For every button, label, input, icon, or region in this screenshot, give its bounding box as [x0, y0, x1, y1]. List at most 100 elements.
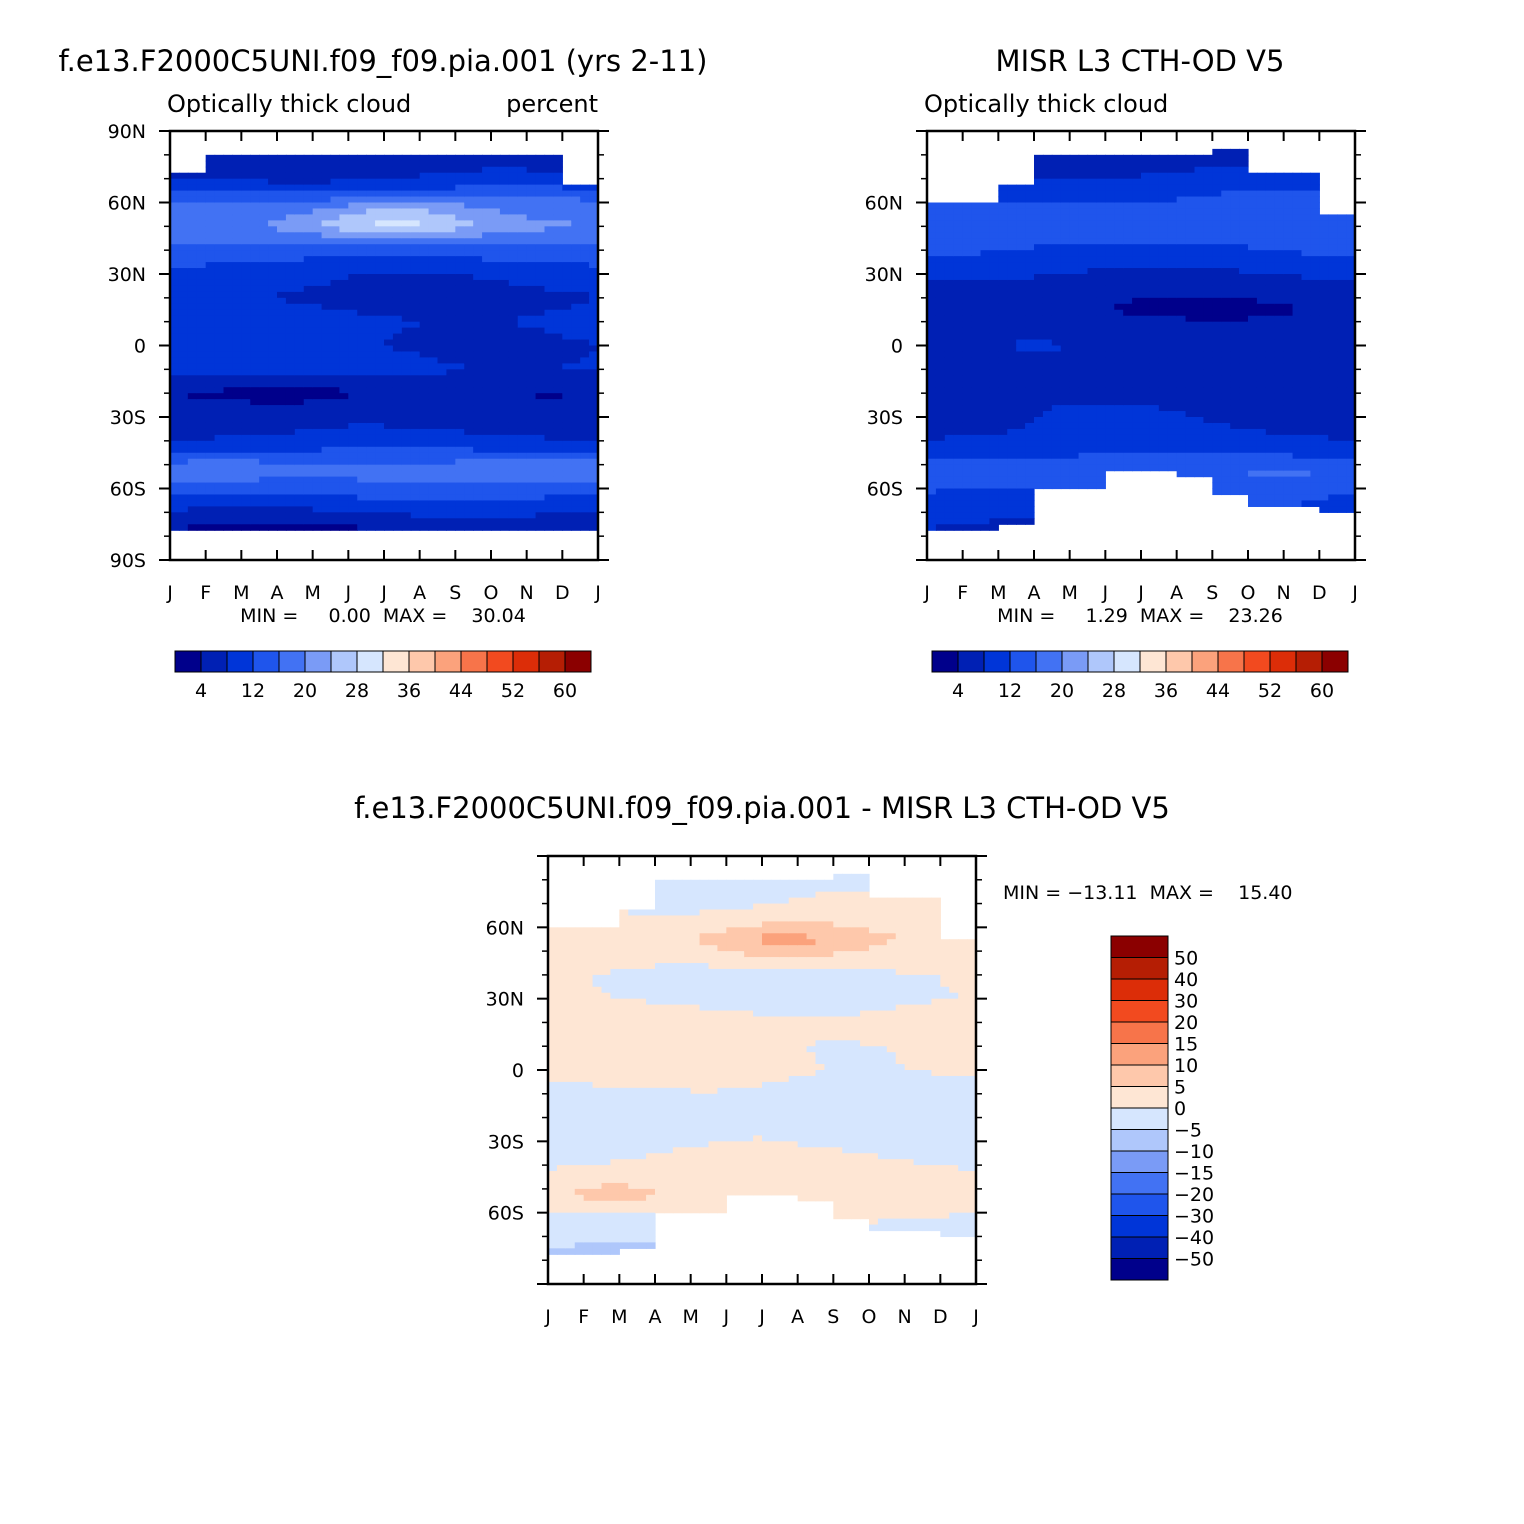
contour-cell — [1078, 303, 1089, 311]
contour-cell — [294, 202, 305, 210]
contour-cell — [312, 202, 323, 210]
contour-cell — [1176, 279, 1187, 287]
contour-cell — [1212, 232, 1222, 239]
contour-cell — [580, 345, 590, 353]
contour-cell — [268, 184, 278, 192]
contour-cell — [1051, 405, 1062, 412]
contour-cell — [589, 452, 599, 460]
contour-cell — [410, 226, 421, 233]
contour-cell — [187, 446, 198, 454]
contour-cell — [589, 190, 599, 198]
contour-cell — [1230, 154, 1240, 162]
contour-cell — [482, 315, 492, 323]
contour-cell — [357, 363, 367, 370]
contour-cell — [953, 387, 964, 394]
contour-cell — [455, 464, 465, 472]
contour-cell — [980, 387, 991, 394]
contour-cell — [1096, 434, 1106, 442]
contour-cell — [517, 232, 528, 239]
contour-cell — [535, 345, 546, 353]
contour-cell — [935, 428, 946, 436]
contour-cell — [223, 178, 234, 186]
contour-cell — [1114, 393, 1124, 400]
contour-cell — [953, 434, 964, 442]
contour-cell — [1105, 184, 1115, 192]
contour-cell — [571, 184, 581, 192]
contour-cell — [392, 232, 403, 239]
contour-cell — [330, 208, 341, 216]
contour-cell — [312, 458, 323, 466]
contour-cell — [1025, 315, 1035, 323]
contour-cell — [1221, 309, 1231, 317]
contour-cell — [250, 405, 260, 412]
contour-cell — [1051, 285, 1062, 293]
contour-cell — [366, 512, 376, 519]
contour-cell — [268, 476, 278, 484]
contour-cell — [944, 458, 955, 466]
contour-cell — [464, 202, 474, 210]
contour-cell — [223, 381, 234, 388]
contour-cell — [170, 178, 180, 186]
contour-cell — [401, 226, 412, 233]
contour-cell — [1096, 411, 1106, 418]
contour-cell — [170, 405, 180, 412]
contour-cell — [535, 405, 546, 412]
contour-cell — [232, 166, 242, 174]
contour-cell — [232, 256, 242, 263]
contour-cell — [1025, 434, 1035, 442]
contour-cell — [196, 393, 207, 400]
contour-cell — [196, 422, 207, 430]
contour-cell — [223, 518, 234, 525]
contour-cell — [1221, 148, 1231, 156]
contour-cell — [935, 417, 946, 424]
contour-cell — [1203, 422, 1213, 430]
contour-cell — [535, 399, 546, 406]
contour-cell — [553, 476, 563, 484]
contour-cell — [455, 405, 465, 412]
contour-cell — [392, 321, 403, 329]
contour-cell — [375, 274, 385, 281]
contour-cell — [1034, 256, 1044, 263]
contour-cell — [1069, 387, 1080, 394]
contour-cell — [1212, 238, 1222, 245]
contour-cell — [392, 458, 403, 466]
x-tick-label: J — [166, 582, 173, 604]
contour-cell — [348, 506, 358, 513]
contour-cell — [259, 196, 269, 204]
contour-cell — [1051, 268, 1062, 275]
contour-cell — [446, 434, 456, 442]
contour-cell — [544, 285, 555, 293]
contour-cell — [535, 285, 546, 293]
contour-cell — [446, 214, 456, 221]
contour-cell — [1096, 417, 1106, 424]
panel-obs-contour-field — [927, 148, 1356, 531]
contour-cell — [473, 262, 483, 269]
contour-cell — [223, 440, 234, 448]
contour-cell — [580, 476, 590, 484]
contour-cell — [1194, 351, 1205, 359]
contour-cell — [294, 274, 305, 281]
contour-cell — [962, 422, 973, 430]
contour-cell — [339, 297, 349, 305]
contour-cell — [428, 226, 439, 233]
contour-cell — [589, 268, 599, 275]
contour-cell — [971, 232, 982, 239]
contour-cell — [927, 291, 937, 299]
contour-cell — [971, 464, 982, 472]
contour-cell — [508, 208, 519, 216]
contour-cell — [241, 482, 251, 490]
contour-cell — [508, 178, 519, 186]
contour-cell — [1025, 232, 1035, 239]
contour-cell — [953, 309, 964, 317]
contour-cell — [517, 285, 528, 293]
contour-cell — [1203, 250, 1213, 257]
contour-cell — [1087, 434, 1098, 442]
contour-cell — [1105, 154, 1115, 162]
contour-cell — [1105, 428, 1115, 436]
contour-cell — [214, 196, 225, 204]
contour-cell — [419, 422, 430, 430]
contour-cell — [927, 464, 937, 472]
contour-cell — [464, 274, 474, 281]
contour-cell — [428, 208, 439, 216]
contour-cell — [953, 524, 964, 531]
